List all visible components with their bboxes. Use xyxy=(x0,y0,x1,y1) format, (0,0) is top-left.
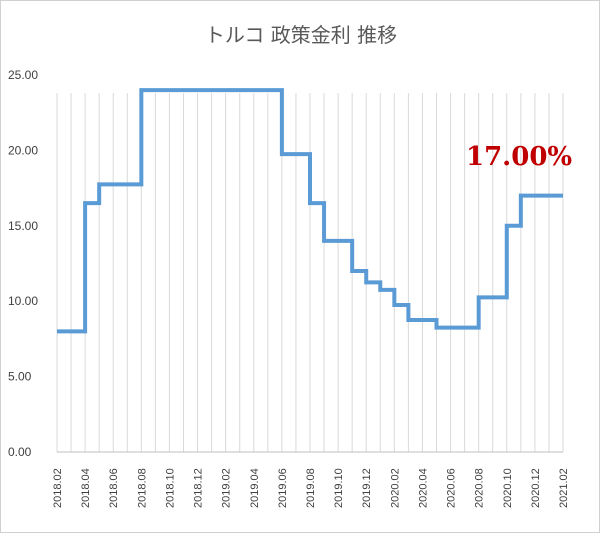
data-point xyxy=(533,194,536,197)
data-point xyxy=(547,194,550,197)
x-tick-label: 2019.06 xyxy=(277,468,289,508)
x-tick-label: 2019.02 xyxy=(221,468,233,508)
x-tick-label: 2020.08 xyxy=(474,468,486,508)
x-tick-label: 2019.04 xyxy=(249,468,261,508)
data-point xyxy=(168,89,171,92)
data-point xyxy=(238,89,241,92)
x-tick-label: 2019.12 xyxy=(361,468,373,508)
data-point xyxy=(280,89,283,92)
data-point xyxy=(562,194,565,197)
data-point xyxy=(463,326,466,329)
data-point xyxy=(351,239,354,242)
data-point xyxy=(140,183,143,186)
x-tick-label: 2019.08 xyxy=(305,468,317,508)
x-tick-label: 2020.04 xyxy=(417,468,429,508)
data-point xyxy=(421,319,424,322)
x-tick-label: 2020.06 xyxy=(446,468,458,508)
y-tick-label: 20.00 xyxy=(8,143,38,157)
y-tick-labels: 0.00 5.00 10.00 15.00 20.00 25.00 xyxy=(8,68,38,459)
data-point xyxy=(56,330,59,333)
data-point xyxy=(505,296,508,299)
data-point xyxy=(126,183,129,186)
data-point xyxy=(112,183,115,186)
x-tick-labels: 2018.02 2018.04 2018.06 2018.08 2018.10 2018.… xyxy=(52,468,570,508)
data-point xyxy=(210,89,213,92)
data-point xyxy=(477,326,480,329)
x-tick-label: 2020.02 xyxy=(389,468,401,508)
y-tick-label: 25.00 xyxy=(8,68,38,82)
value-callout: 17.00% xyxy=(466,142,572,172)
series-line xyxy=(57,88,563,334)
x-tick-label: 2018.04 xyxy=(80,468,92,508)
x-tick-label: 2018.10 xyxy=(164,468,176,508)
data-point xyxy=(252,89,255,92)
data-point xyxy=(154,89,157,92)
data-point xyxy=(365,270,368,273)
x-tick-label: 2020.12 xyxy=(530,468,542,508)
data-point xyxy=(449,326,452,329)
data-point xyxy=(337,239,340,242)
data-point xyxy=(519,224,522,227)
data-point xyxy=(323,202,326,205)
x-tick-label: 2020.10 xyxy=(502,468,514,508)
x-tick-label: 2018.02 xyxy=(52,468,64,508)
data-point xyxy=(266,89,269,92)
data-point xyxy=(294,153,297,156)
data-point xyxy=(70,330,73,333)
data-point xyxy=(309,153,312,156)
data-point xyxy=(393,288,396,291)
data-point xyxy=(407,303,410,306)
y-tick-label: 5.00 xyxy=(8,370,32,384)
series-line-group xyxy=(56,88,565,334)
x-tick-label: 2018.06 xyxy=(108,468,120,508)
data-point xyxy=(196,89,199,92)
data-point xyxy=(435,319,438,322)
y-tick-label: 15.00 xyxy=(8,219,38,233)
data-point xyxy=(379,281,382,284)
x-tick-label: 2019.10 xyxy=(333,468,345,508)
data-point xyxy=(98,202,101,205)
x-tick-label: 2018.08 xyxy=(136,468,148,508)
data-point xyxy=(84,330,87,333)
y-tick-label: 0.00 xyxy=(8,445,32,459)
y-tick-label: 10.00 xyxy=(8,294,38,308)
chart-title: トルコ 政策金利 推移 xyxy=(204,23,398,47)
data-point xyxy=(491,296,494,299)
data-point xyxy=(182,89,185,92)
x-tick-label: 2018.12 xyxy=(193,468,205,508)
x-tick-label: 2021.02 xyxy=(558,468,570,508)
data-point xyxy=(224,89,227,92)
